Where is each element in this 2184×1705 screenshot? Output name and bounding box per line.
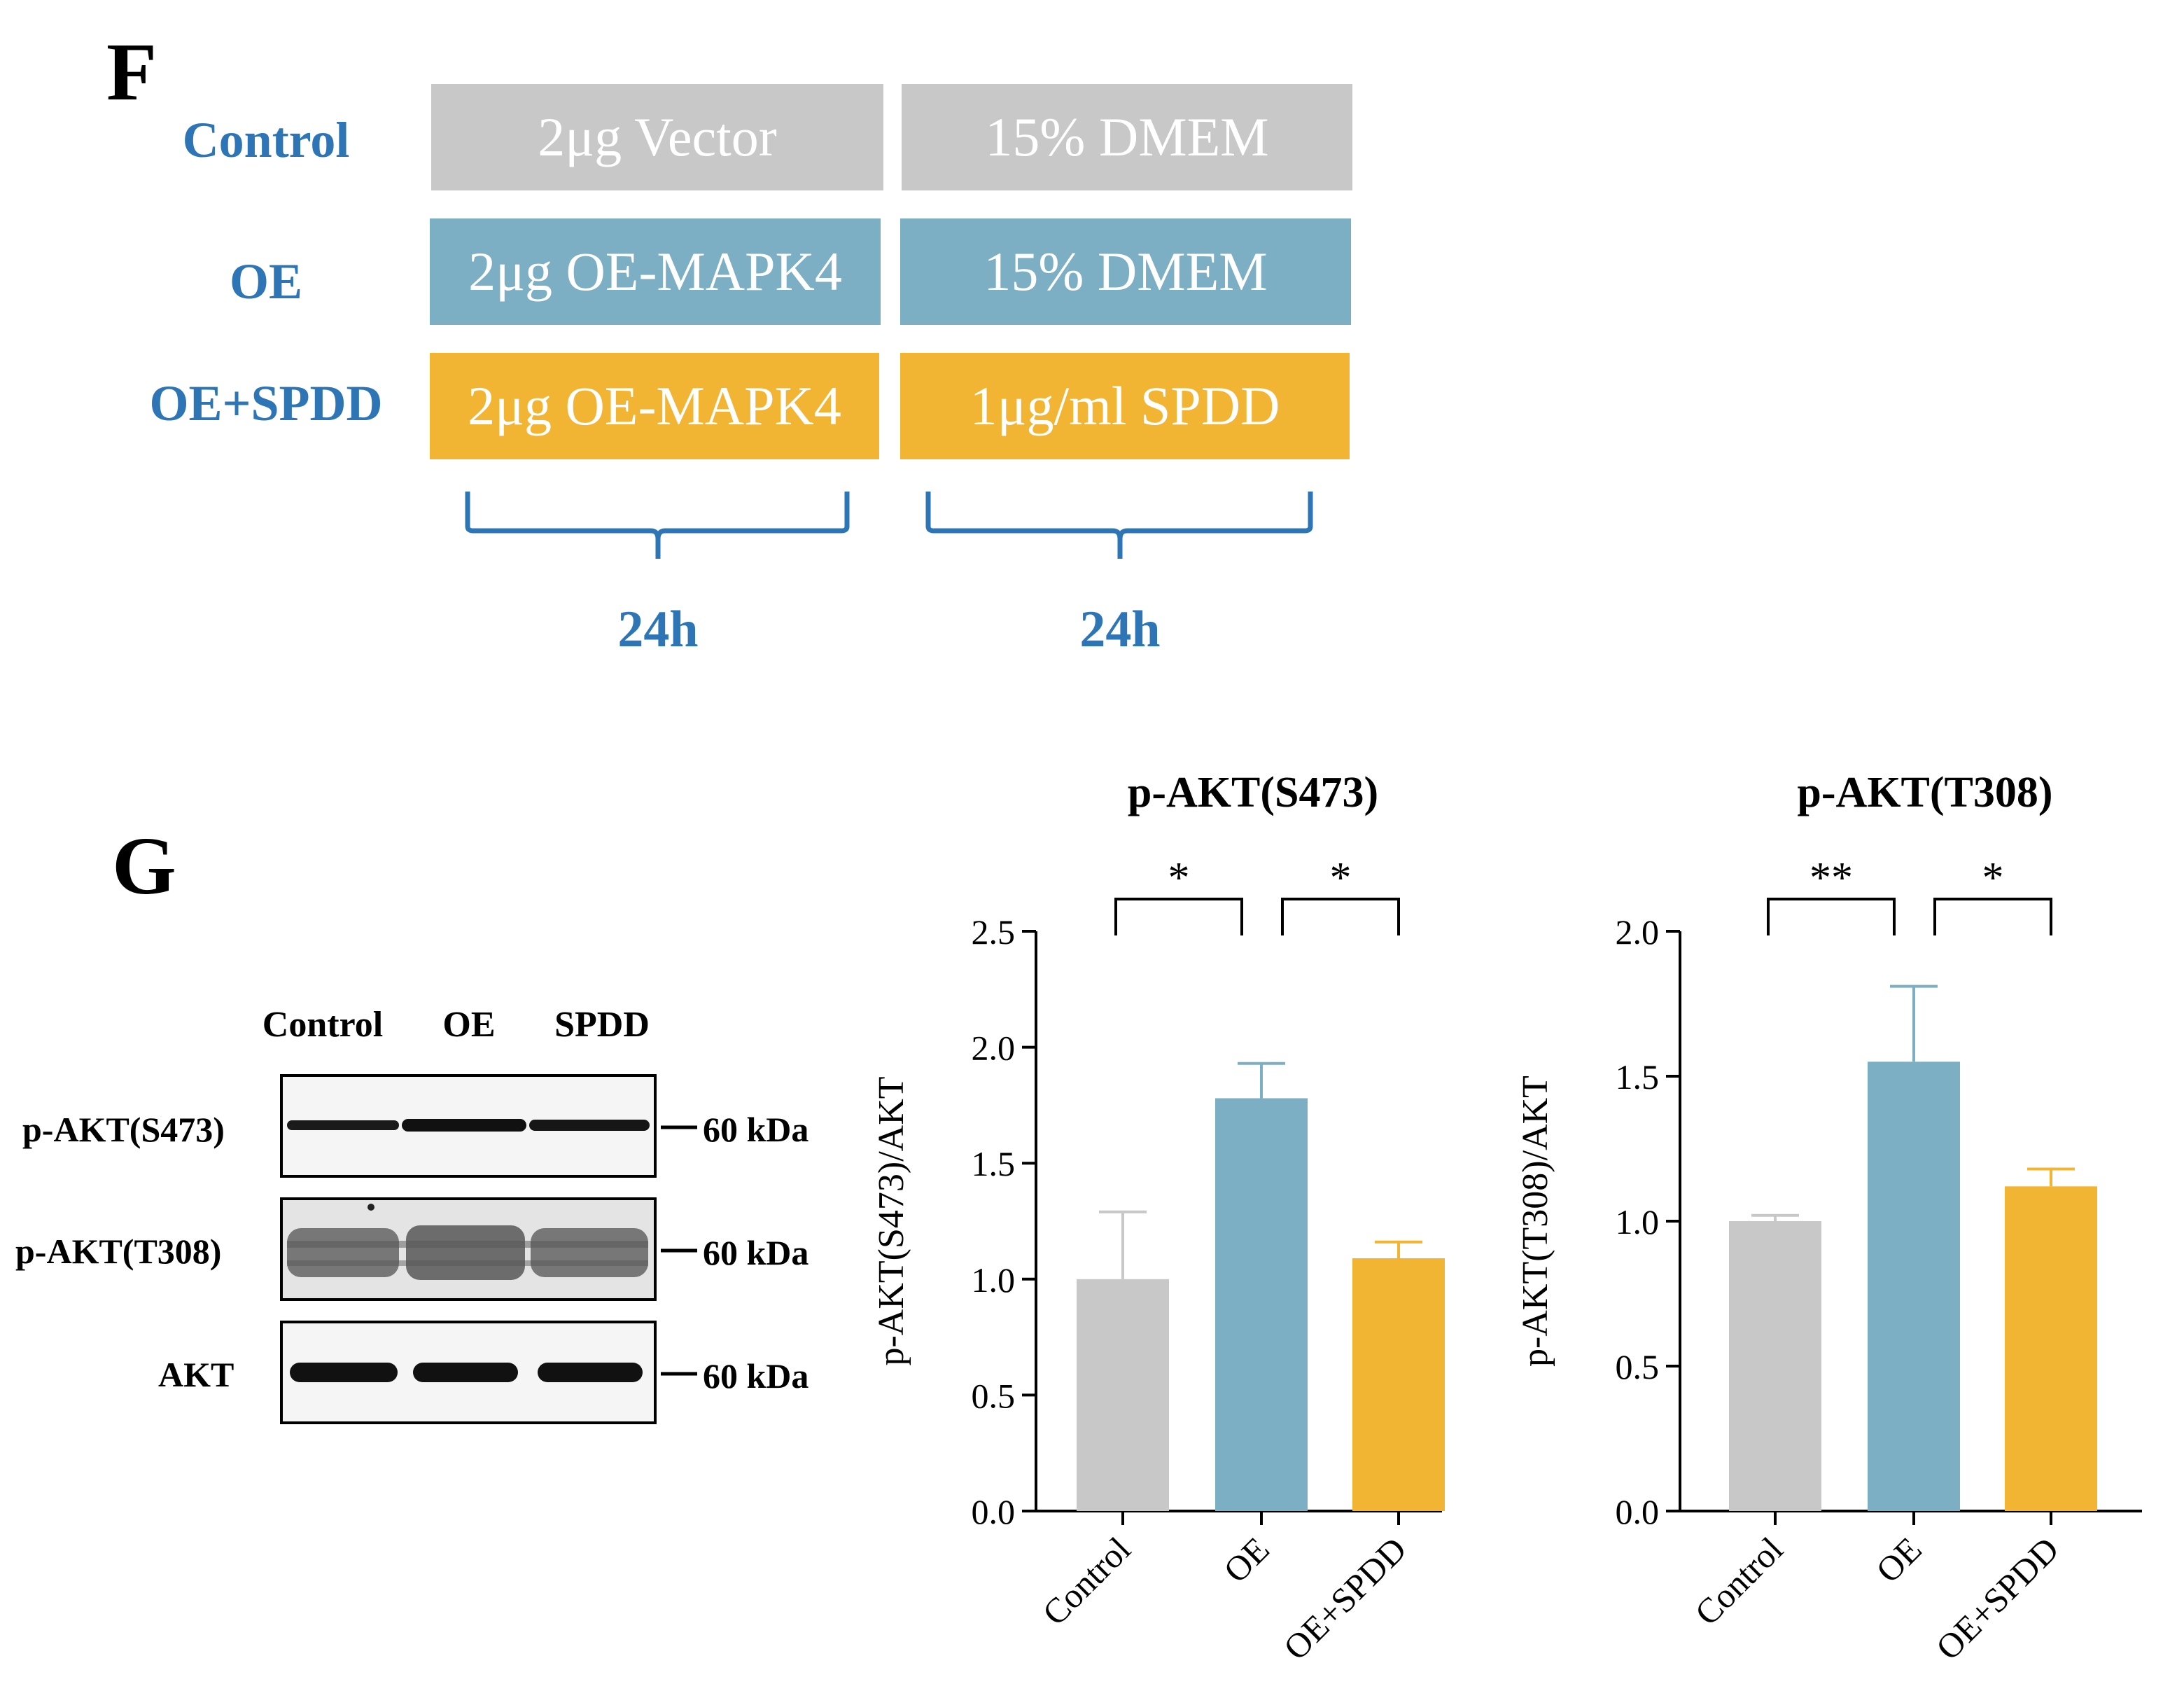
chart1-title: p-AKT(T308) [1797,769,2052,816]
blot-t308 [280,1197,657,1301]
chart0-sig-label-1: * [1330,854,1352,902]
chart1-bar-control [1729,1221,1821,1511]
control-step2-box: 15% DMEM [902,84,1352,190]
chart0-ytick-label-2: 1.0 [972,1260,1016,1300]
kda-t308: 60 kDa [703,1233,809,1272]
chart0-sig-label-0: * [1168,854,1190,902]
chart1-ytick-label-4: 2.0 [1616,912,1660,952]
band-s473-oe [402,1119,526,1132]
chart0-ytick-label-0: 0.0 [972,1492,1016,1531]
chart1-ytick-label-0: 0.0 [1616,1492,1660,1531]
band-akt-oe [413,1363,518,1382]
chart0-sig-bracket-1 [1281,898,1400,935]
chart0-sig-bracket-0 [1114,898,1243,935]
chart0-ytick-label-3: 1.5 [972,1144,1016,1183]
chart-p-akt-t308: p-AKT(T308) p-AKT(T308)/AKT 0.0 0.5 1.0 1.5 2.… [1516,769,2142,1667]
chart1-ytick-label-3: 1.5 [1616,1057,1660,1097]
blot-col-spdd: SPDD [554,1005,650,1045]
band-akt-spdd [538,1363,643,1382]
chart1-ytick-label-2: 1.0 [1616,1202,1660,1241]
chart1-sig-bracket-1 [1933,898,2052,935]
chart-p-akt-s473: p-AKT(S473) p-AKT(S473)/AKT 0.0 0.5 1.0 1.5 2.… [872,769,1445,1667]
chart0-ylabel: p-AKT(S473)/AKT [872,1076,911,1365]
blot-col-oe: OE [442,1005,496,1045]
chart1-sig-label-0: ** [1809,854,1853,902]
duration-braces [465,492,1313,559]
blot-row-label-s473: p-AKT(S473) [22,1110,225,1149]
duration-label-2: 24h [1079,601,1161,658]
kda-s473: 60 kDa [703,1110,809,1149]
brace-step2 [925,492,1313,559]
chart0-xtick-label-2: OE+SPDD [1276,1529,1414,1667]
chart1-xtick-label-2: OE+SPDD [1928,1529,2066,1667]
chart1-xtick-label-1: OE [1868,1529,1929,1590]
oe-spdd-step2-box: 1μg/ml SPDD [900,353,1350,459]
band-t308-control [287,1228,399,1277]
duration-label-1: 24h [617,601,699,658]
chart1-xtick-label-0: Control [1687,1529,1791,1633]
blot-s473 [280,1074,657,1178]
chart1-bar-oe-spdd [2005,1186,2097,1511]
blot-col-control: Control [262,1005,384,1045]
chart0-xtick-label-1: OE [1216,1529,1277,1590]
blot-akt [280,1321,657,1424]
chart0-ytick-label-1: 0.5 [972,1376,1016,1415]
kda-ticks [661,1125,697,1376]
chart0-bar-oe-spdd [1352,1258,1445,1511]
oe-step1-box: 2μg OE-MAPK4 [430,218,881,325]
oe-step2-box: 15% DMEM [900,218,1351,325]
kda-akt: 60 kDa [703,1356,809,1396]
chart0-xtick-label-0: Control [1035,1529,1138,1633]
chart0-ytick-label-5: 2.5 [972,912,1016,952]
group-label-oe-spdd: OE+SPDD [149,375,383,431]
control-step1-box: 2μg Vector [431,84,883,190]
group-label-oe: OE [229,253,303,309]
chart0-title: p-AKT(S473) [1128,769,1378,816]
chart0-ytick-label-4: 2.0 [972,1029,1016,1068]
panel-f-letter: F [106,26,158,118]
oe-spdd-step1-box: 2μg OE-MAPK4 [430,353,879,459]
panel-g-letter: G [112,820,176,912]
chart0-bar-control [1077,1279,1169,1511]
band-s473-control [287,1120,399,1130]
chart0-bar-oe [1215,1098,1308,1511]
chart1-sig-bracket-0 [1767,898,1896,935]
chart1-ylabel: p-AKT(T308)/AKT [1516,1076,1555,1367]
chart1-sig-label-1: * [1982,854,2004,902]
band-t308-oe [406,1225,525,1280]
chart1-ytick-label-1: 0.5 [1616,1347,1660,1386]
brace-step1 [465,492,850,559]
blot-row-label-akt: AKT [158,1355,234,1394]
band-akt-control [290,1363,398,1382]
blot-row-label-t308: p-AKT(T308) [15,1232,222,1271]
band-t308-spdd [531,1228,648,1277]
chart1-bar-oe [1868,1062,1960,1511]
group-label-control: Control [182,112,350,168]
band-s473-spdd [529,1120,650,1131]
